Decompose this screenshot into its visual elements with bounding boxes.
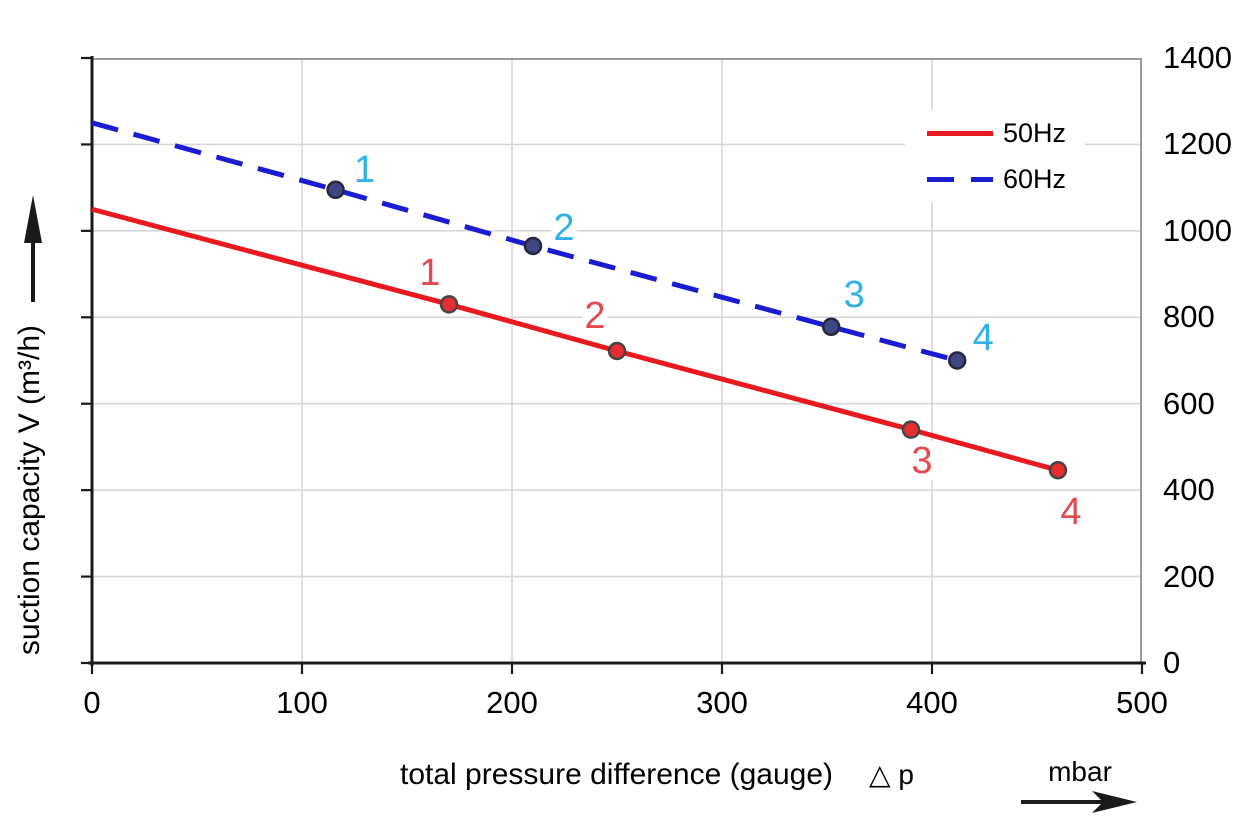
legend-label-60hz: 60Hz <box>1003 163 1067 194</box>
y-tick-label: 600 <box>1163 385 1215 421</box>
data-point-marker-50hz <box>1048 461 1068 480</box>
point-label-50hz: 2 <box>582 294 608 337</box>
y-tick-label: 1200 <box>1163 126 1232 162</box>
x-axis-unit: mbar <box>1048 756 1112 787</box>
delta-p-symbol: △ p <box>869 759 914 790</box>
x-tick-label: 500 <box>1116 685 1168 720</box>
point-label-50hz: 3 <box>909 439 935 482</box>
legend-entry-60hz: 60Hz <box>905 162 1085 196</box>
legend-swatch-dashed-blue <box>927 176 993 182</box>
point-label-60hz: 2 <box>551 206 577 249</box>
x-axis-title-text: total pressure difference (gauge) <box>400 758 834 791</box>
y-tick-label: 400 <box>1163 472 1215 508</box>
data-point-marker-60hz <box>523 236 543 256</box>
data-point-marker-50hz <box>901 420 921 439</box>
data-point-marker-60hz <box>821 317 841 337</box>
x-tick-label: 100 <box>276 685 328 720</box>
legend-label-50hz: 50Hz <box>1003 117 1067 148</box>
y-axis-arrow-head <box>24 195 42 243</box>
data-point-marker-60hz <box>326 180 345 200</box>
x-tick-label: 300 <box>696 685 748 720</box>
legend-swatch-solid-red <box>927 130 993 136</box>
x-axis-arrow-head <box>1092 791 1137 813</box>
y-tick-label: 800 <box>1163 299 1215 335</box>
x-axis-title: total pressure difference (gauge) △ p <box>400 758 914 792</box>
x-tick-label: 400 <box>906 685 958 720</box>
y-tick-label: 1000 <box>1163 212 1232 248</box>
data-point-marker-60hz <box>947 351 967 370</box>
y-tick-label: 1400 <box>1163 40 1232 75</box>
y-tick-label: 0 <box>1163 645 1181 680</box>
y-tick-label: 200 <box>1163 558 1215 594</box>
point-label-50hz: 4 <box>1058 491 1084 534</box>
point-label-60hz: 3 <box>841 273 867 316</box>
point-label-60hz: 1 <box>352 148 378 191</box>
point-label-50hz: 1 <box>417 252 443 295</box>
legend: 50Hz 60Hz <box>905 110 1085 202</box>
legend-entry-50hz: 50Hz <box>905 116 1085 150</box>
x-tick-label: 0 <box>83 685 101 720</box>
y-axis-title: suction capacity V (m³/h) <box>13 324 46 656</box>
data-point-marker-50hz <box>439 295 459 314</box>
point-label-60hz: 4 <box>970 316 996 359</box>
data-point-marker-50hz <box>607 341 627 361</box>
x-tick-label: 200 <box>486 685 538 720</box>
